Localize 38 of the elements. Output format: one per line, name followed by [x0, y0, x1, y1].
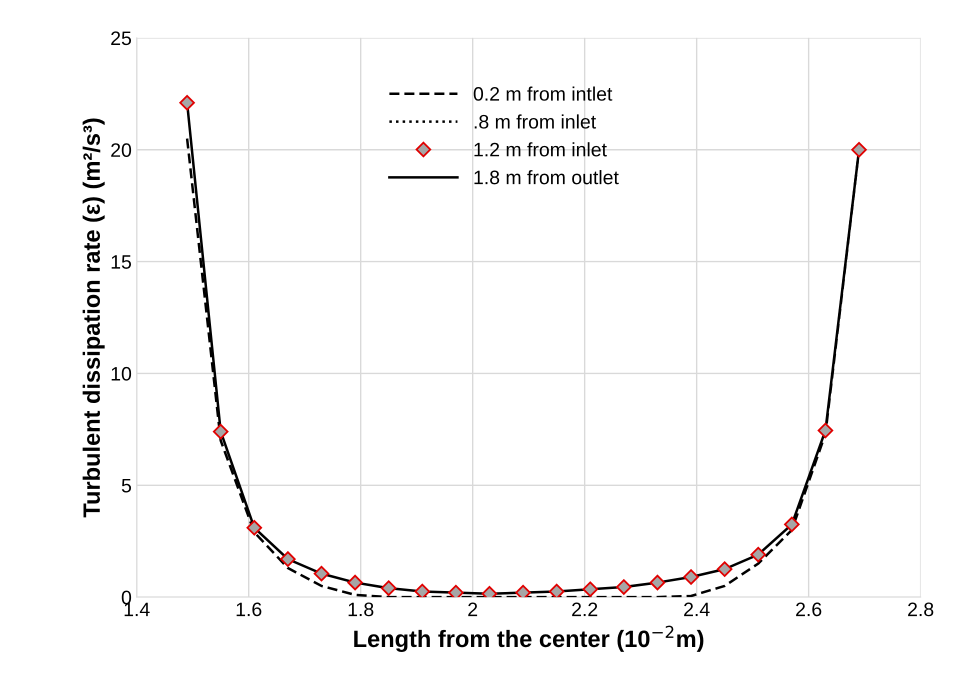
- x-tick-label: 1.4: [124, 602, 150, 616]
- point: [683, 569, 699, 585]
- y-tick-label: 20: [111, 143, 132, 157]
- point: [314, 566, 330, 582]
- point: [582, 582, 598, 598]
- legend-label: 1.8 m from outlet: [474, 170, 619, 184]
- point: [179, 95, 195, 111]
- x-tick-label: 2: [468, 602, 478, 616]
- y-tick-label: 0: [122, 590, 132, 604]
- point: [246, 520, 262, 536]
- point: [212, 424, 228, 440]
- point: [380, 580, 396, 596]
- legend-label: .8 m from inlet: [474, 114, 596, 129]
- y-axis-title: Turbulent dissipation rate (ε) (m²/s³): [82, 118, 105, 518]
- y-tick-label: 25: [111, 31, 132, 46]
- point: [414, 584, 430, 598]
- y-tick-label: 15: [112, 255, 132, 269]
- x-tick-label: 2.6: [796, 602, 822, 616]
- legend-label: 1.2 m from inlet: [474, 142, 607, 156]
- x-tick-label: 2.2: [572, 602, 598, 616]
- legend-label: 0.2 m from intlet: [474, 86, 612, 101]
- point: [616, 579, 632, 595]
- point: [716, 561, 732, 577]
- point: [851, 142, 867, 158]
- x-tick-label: 2.4: [684, 602, 710, 616]
- point: [347, 574, 363, 590]
- x-tick-label: 1.6: [236, 602, 262, 616]
- y-tick-label: 5: [122, 478, 132, 493]
- x-axis-title: Length from the center (10$^{−2}$m): [354, 626, 704, 652]
- y-tick-label: 10: [112, 366, 132, 381]
- point: [818, 422, 834, 438]
- x-tick-label: 2.8: [908, 602, 934, 616]
- point: [548, 584, 564, 598]
- point: [280, 551, 296, 567]
- point: [750, 546, 766, 562]
- point: [650, 574, 666, 590]
- point: [784, 516, 800, 532]
- x-tick-label: 1.8: [348, 602, 374, 616]
